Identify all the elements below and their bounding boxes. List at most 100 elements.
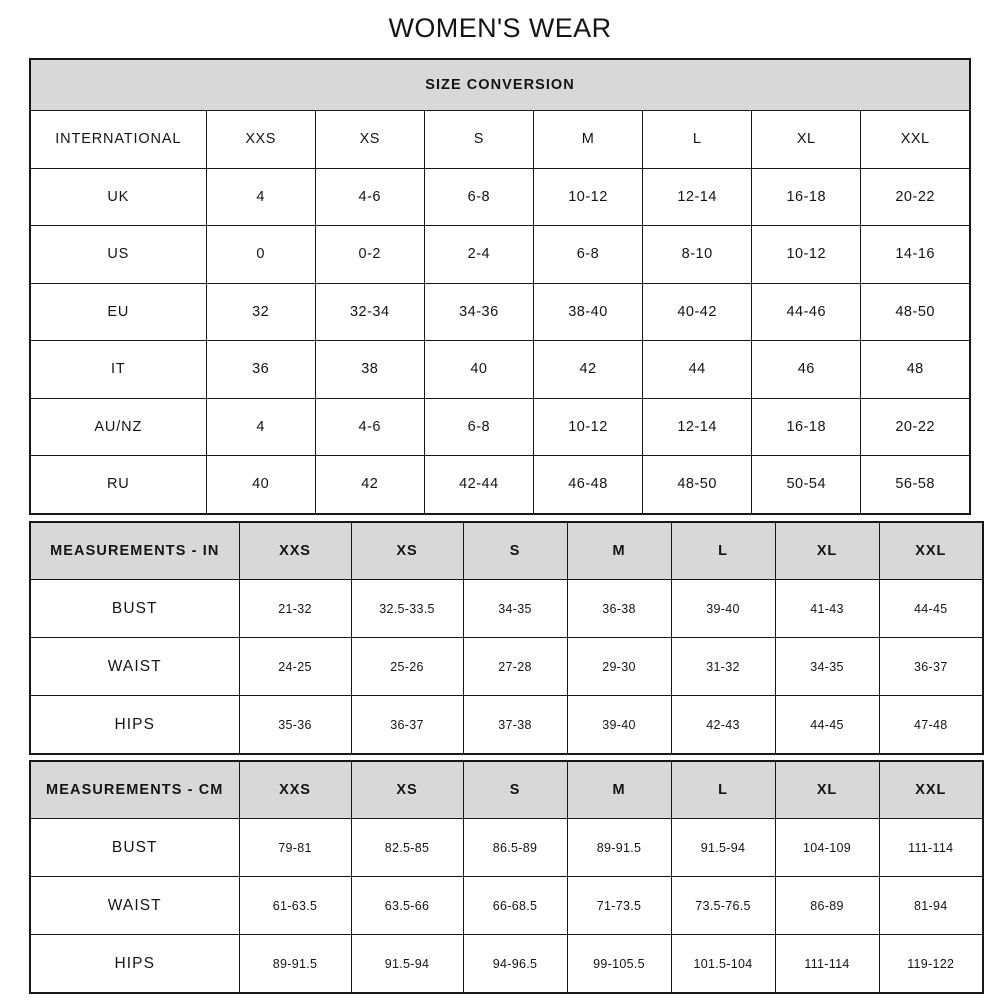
table-row: US 0 0-2 2-4 6-8 8-10 10-12 14-16 [29,225,971,284]
row-label-uk: UK [29,167,207,226]
cell-uk-xl: 16-18 [751,167,862,226]
cell-aunz-xl: 16-18 [751,397,862,456]
cell-us-xxl: 14-16 [860,225,971,284]
cell-ru-xxs: 40 [205,455,316,514]
cell-aunz-m: 10-12 [532,397,644,456]
table-row: WAIST 61-63.5 63.5-66 66-68.5 71-73.5 73… [29,876,984,935]
cell-in-waist-xxl: 36-37 [878,637,984,696]
cell-eu-m: 38-40 [532,282,644,341]
column-header-xl: XL [751,110,862,169]
cell-cm-waist-xl: 86-89 [774,876,880,935]
cell-it-s: 40 [423,340,534,399]
cell-aunz-xxl: 20-22 [860,397,971,456]
cell-in-waist-s: 27-28 [462,637,568,696]
row-label-ru: RU [29,455,207,514]
cell-in-hips-l: 42-43 [670,695,776,755]
size-conversion-table: SIZE CONVERSION INTERNATIONAL XXS XS S M… [29,58,971,515]
cell-cm-hips-s: 94-96.5 [462,934,568,994]
cell-ru-xxl: 56-58 [860,455,971,514]
measurements-in-table: MEASUREMENTS - IN XXS XS S M L XL XXL BU… [29,521,984,755]
row-label-hips: HIPS [29,695,240,755]
row-label-eu: EU [29,282,207,341]
row-label-it: IT [29,340,207,399]
column-header-m: M [566,760,672,819]
cell-us-m: 6-8 [532,225,644,284]
cell-in-bust-s: 34-35 [462,579,568,638]
cell-ru-s: 42-44 [423,455,534,514]
column-header-xl: XL [774,521,880,580]
cell-in-hips-m: 39-40 [566,695,672,755]
cell-cm-waist-xxl: 81-94 [878,876,984,935]
cell-in-hips-xxs: 35-36 [238,695,352,755]
cell-us-xs: 0-2 [314,225,425,284]
cell-cm-bust-l: 91.5-94 [670,818,776,877]
row-label-us: US [29,225,207,284]
table-header-row: MEASUREMENTS - CM XXS XS S M L XL XXL [29,760,984,819]
cell-us-s: 2-4 [423,225,534,284]
cell-ru-m: 46-48 [532,455,644,514]
cell-cm-hips-xxs: 89-91.5 [238,934,352,994]
table-row: UK 4 4-6 6-8 10-12 12-14 16-18 20-22 [29,167,971,226]
cell-in-hips-s: 37-38 [462,695,568,755]
table-header-row: MEASUREMENTS - IN XXS XS S M L XL XXL [29,521,984,580]
cell-it-l: 44 [642,340,753,399]
row-label-waist: WAIST [29,637,240,696]
cell-in-waist-l: 31-32 [670,637,776,696]
cell-cm-hips-xl: 111-114 [774,934,880,994]
cell-eu-s: 34-36 [423,282,534,341]
cell-it-m: 42 [532,340,644,399]
cell-aunz-xxs: 4 [205,397,316,456]
row-label-hips: HIPS [29,934,240,994]
cell-uk-s: 6-8 [423,167,534,226]
cell-uk-xxs: 4 [205,167,316,226]
cell-cm-waist-s: 66-68.5 [462,876,568,935]
cell-cm-hips-m: 99-105.5 [566,934,672,994]
table-row: RU 40 42 42-44 46-48 48-50 50-54 56-58 [29,455,971,514]
table-row: BUST 79-81 82.5-85 86.5-89 89-91.5 91.5-… [29,818,984,877]
cell-in-waist-m: 29-30 [566,637,672,696]
column-header-xxs: XXS [238,760,352,819]
cell-uk-xxl: 20-22 [860,167,971,226]
row-label-bust: BUST [29,818,240,877]
cell-ru-l: 48-50 [642,455,753,514]
column-header-s: S [423,110,534,169]
cell-us-l: 8-10 [642,225,753,284]
cell-in-bust-xl: 41-43 [774,579,880,638]
cell-uk-m: 10-12 [532,167,644,226]
column-header-xs: XS [314,110,425,169]
column-header-xl: XL [774,760,880,819]
cell-cm-hips-xxl: 119-122 [878,934,984,994]
row-label-international: INTERNATIONAL [29,110,207,169]
cell-in-bust-l: 39-40 [670,579,776,638]
cell-cm-bust-m: 89-91.5 [566,818,672,877]
column-header-s: S [462,760,568,819]
cell-in-hips-xxl: 47-48 [878,695,984,755]
table-row: INTERNATIONAL XXS XS S M L XL XXL [29,110,971,169]
column-header-m: M [566,521,672,580]
cell-cm-bust-xxs: 79-81 [238,818,352,877]
page-title: WOMEN'S WEAR [388,13,612,43]
column-header-xs: XS [350,521,464,580]
cell-in-bust-xs: 32.5-33.5 [350,579,464,638]
column-header-xxs: XXS [205,110,316,169]
table-header-band-row: SIZE CONVERSION [29,58,971,111]
cell-ru-xl: 50-54 [751,455,862,514]
cell-us-xl: 10-12 [751,225,862,284]
cell-in-bust-m: 36-38 [566,579,672,638]
table-row: EU 32 32-34 34-36 38-40 40-42 44-46 48-5… [29,282,971,341]
measurements-in-label: MEASUREMENTS - IN [29,521,240,580]
column-header-xxl: XXL [878,760,984,819]
cell-eu-xs: 32-34 [314,282,425,341]
column-header-l: L [670,760,776,819]
cell-us-xxs: 0 [205,225,316,284]
cell-in-waist-xxs: 24-25 [238,637,352,696]
cell-in-bust-xxs: 21-32 [238,579,352,638]
cell-it-xl: 46 [751,340,862,399]
column-header-m: M [532,110,644,169]
cell-cm-waist-m: 71-73.5 [566,876,672,935]
row-label-waist: WAIST [29,876,240,935]
row-label-aunz: AU/NZ [29,397,207,456]
column-header-xxl: XXL [860,110,971,169]
measurements-cm-table: MEASUREMENTS - CM XXS XS S M L XL XXL BU… [29,760,984,994]
table-row: BUST 21-32 32.5-33.5 34-35 36-38 39-40 4… [29,579,984,638]
